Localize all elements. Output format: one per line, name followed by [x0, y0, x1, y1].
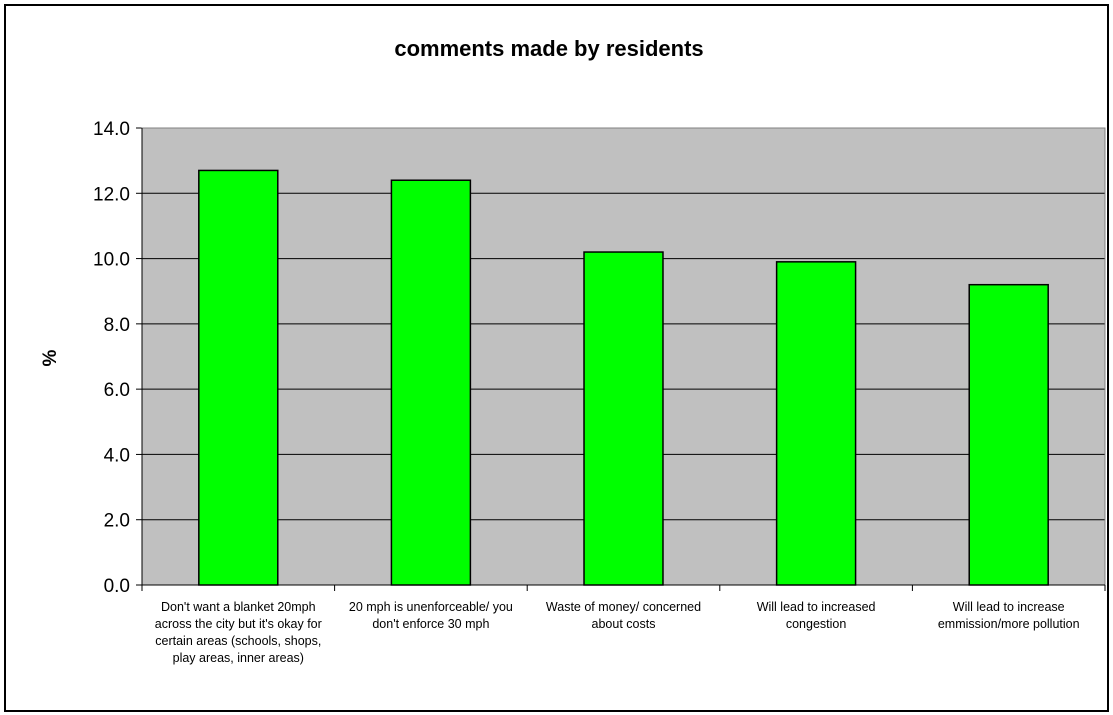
x-category-label: Don't want a blanket 20mph across the cit… [155, 600, 322, 665]
y-tick-label: 2.0 [104, 511, 130, 532]
bar-chart: comments made by residents % 0.0 2.0 4.0 6.… [40, 36, 1106, 665]
x-category-label: Waste of money/ concerned about costs [546, 600, 701, 631]
y-tick-label: 6.0 [104, 380, 130, 401]
bar-3 [583, 251, 664, 586]
y-tick-label: 14.0 [93, 119, 130, 140]
y-tick-label: 12.0 [93, 184, 130, 205]
y-tick-label: 4.0 [104, 445, 130, 466]
bar-2 [390, 179, 472, 586]
y-axis-label: % [40, 349, 61, 366]
bar-5 [968, 283, 1049, 586]
y-tick-label: 0.0 [104, 576, 130, 597]
y-tick-label: 8.0 [104, 315, 130, 336]
bar-4 [775, 261, 857, 586]
x-category-label: Will lead to increase emmission/more poll… [938, 600, 1080, 631]
tick-labels: 0.0 2.0 4.0 6.0 8.0 10.0 12.0 14.0 Don't want a … [93, 119, 1080, 665]
x-category-label: Will lead to increased congestion [757, 600, 876, 631]
chart-frame: comments made by residents % 0.0 2.0 4.0 6.… [4, 4, 1109, 712]
axes [136, 127, 1106, 591]
chart-title: comments made by residents [394, 36, 703, 61]
y-tick-label: 10.0 [93, 250, 130, 271]
x-category-label: 20 mph is unenforceable/ you don't enforc… [349, 600, 513, 631]
bar-1 [198, 169, 279, 586]
